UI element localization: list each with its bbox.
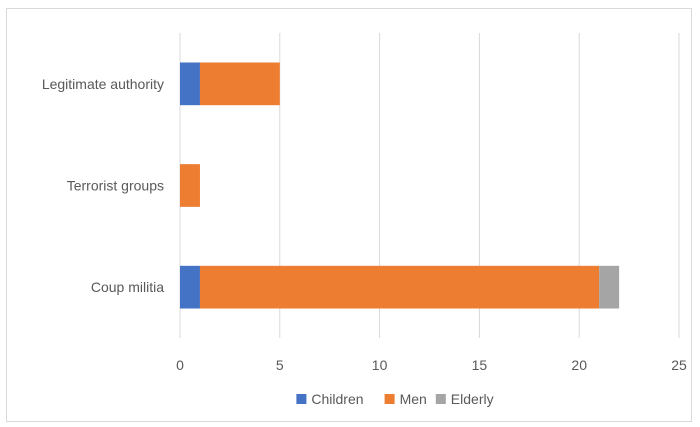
- category-label: Coup militia: [91, 279, 164, 295]
- bar-men-legitimate-authority: [199, 62, 280, 106]
- bars: [180, 62, 620, 309]
- x-tick-label: 15: [472, 357, 488, 373]
- category-labels: Legitimate authority Terrorist groups Coup…: [42, 76, 164, 295]
- bar-children-legitimate-authority: [180, 62, 200, 106]
- x-tick-label: 0: [176, 357, 184, 373]
- x-tick-label: 25: [671, 357, 687, 373]
- category-label: Legitimate authority: [42, 76, 164, 92]
- category-label: Terrorist groups: [67, 178, 164, 194]
- x-tick-labels: 0 5 10 15 20 25: [176, 357, 687, 373]
- x-tick-label: 10: [372, 357, 388, 373]
- bar-men-terrorist-groups: [180, 164, 200, 207]
- bar-elderly-coup-militia: [599, 265, 620, 309]
- x-tick-label: 5: [276, 357, 284, 373]
- legend: Children Men Elderly: [296, 391, 494, 407]
- legend-label-children: Children: [311, 391, 363, 407]
- legend-label-men: Men: [400, 391, 427, 407]
- bar-children-coup-militia: [180, 265, 200, 309]
- legend-swatch-children: [296, 394, 307, 404]
- legend-swatch-elderly: [435, 394, 446, 404]
- legend-label-elderly: Elderly: [451, 391, 494, 407]
- bar-men-coup-militia: [199, 265, 600, 309]
- legend-swatch-men: [384, 394, 395, 404]
- x-tick-label: 20: [571, 357, 587, 373]
- chart-area: [6, 8, 692, 422]
